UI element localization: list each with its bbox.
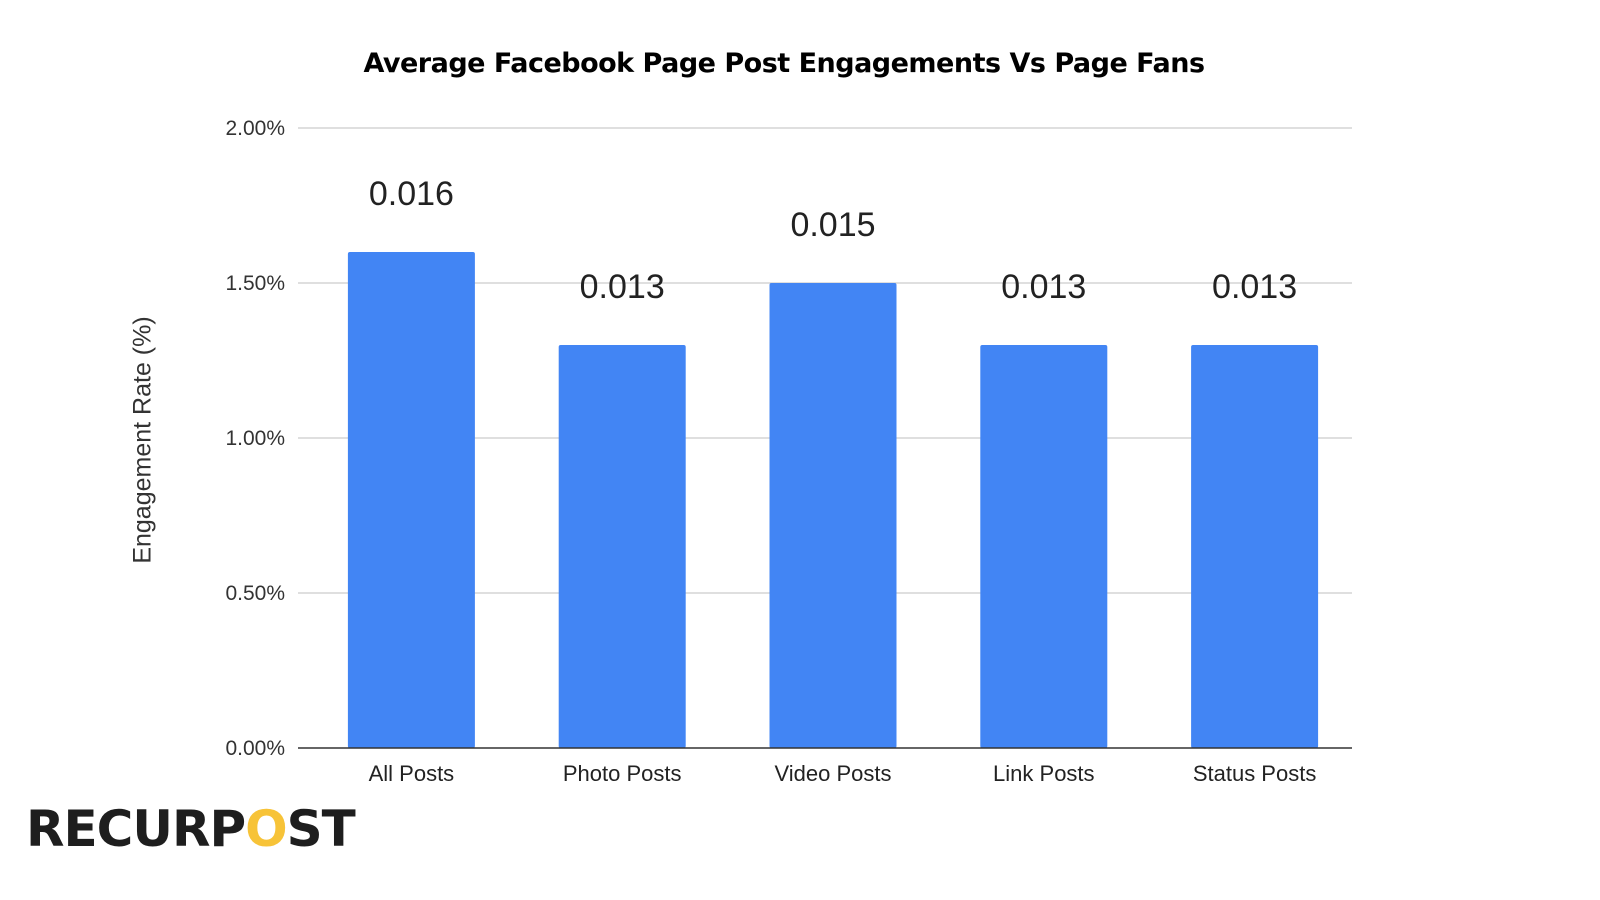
bar <box>980 345 1108 748</box>
bar <box>558 345 686 748</box>
x-tick-label: All Posts <box>369 761 455 786</box>
chart-title: Average Facebook Page Post Engagements V… <box>363 48 1205 79</box>
bar <box>1191 345 1319 748</box>
recurpost-logo: RECURPOST <box>26 800 356 858</box>
y-tick-label: 1.00% <box>225 427 285 450</box>
x-tick-label: Video Posts <box>774 761 891 786</box>
x-tick-label: Link Posts <box>993 761 1095 786</box>
y-tick-label: 0.00% <box>225 737 285 760</box>
x-tick-label: Status Posts <box>1193 761 1317 786</box>
data-label: 0.013 <box>1001 268 1086 306</box>
x-tick-label: Photo Posts <box>563 761 682 786</box>
data-label: 0.013 <box>580 268 665 306</box>
bar <box>347 252 475 748</box>
bar <box>769 283 897 748</box>
data-label: 0.016 <box>369 175 454 213</box>
y-tick-label: 0.50% <box>225 582 285 605</box>
clock-o-icon: O <box>245 800 288 858</box>
y-tick-label: 2.00% <box>225 117 285 140</box>
data-label: 0.015 <box>790 206 875 244</box>
y-tick-label: 1.50% <box>225 272 285 295</box>
data-label: 0.013 <box>1212 268 1297 306</box>
